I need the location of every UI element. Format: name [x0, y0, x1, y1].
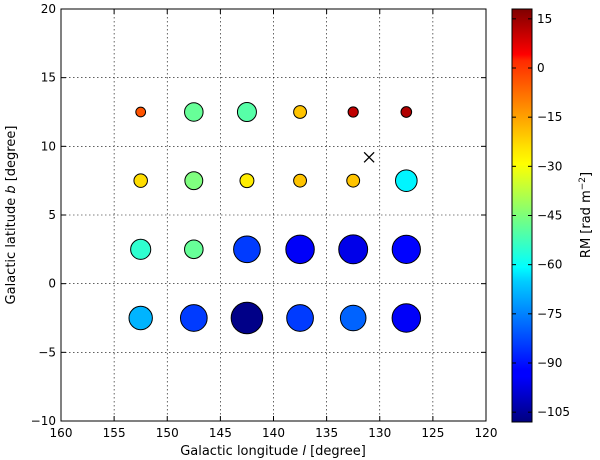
x-tick-label: 160: [50, 426, 73, 440]
y-axis-ticks: −10 −5 0 5 10 15 20: [31, 2, 486, 428]
rm-point: [233, 235, 261, 264]
rm-point: [184, 239, 204, 260]
rm-point: [128, 305, 153, 331]
x-tick-label: 155: [103, 426, 126, 440]
rm-point: [293, 105, 307, 119]
y-axis-label-unit: [degree]: [4, 126, 19, 182]
rm-point: [184, 171, 204, 191]
cross-marker: [363, 151, 375, 163]
rm-point: [133, 173, 148, 188]
x-axis-ticks: 160 155 150 145 140 135 130 125 120: [50, 9, 498, 440]
rm-point: [293, 173, 307, 188]
x-axis-label-unit: [degree]: [310, 444, 366, 459]
rm-point: [391, 303, 422, 333]
rm-point: [135, 106, 147, 118]
y-tick-label: 20: [41, 2, 56, 16]
y-axis-label: Galactic latitude b [degree]: [4, 126, 19, 305]
rm-point: [236, 102, 257, 122]
x-axis-label: Galactic longitude l [degree]: [180, 444, 366, 459]
colorbar-tick-label: 15: [537, 12, 552, 26]
colorbar-tick-label: −15: [537, 110, 562, 124]
y-tick-label: −10: [31, 414, 56, 428]
colorbar-tick-label: −90: [537, 356, 562, 370]
colorbar-label-close: ]: [579, 172, 594, 177]
colorbar-tick-label: −75: [537, 307, 562, 321]
rm-point: [179, 304, 208, 332]
rm-point: [394, 169, 418, 192]
plot-border: [60, 8, 487, 422]
colorbar-tick-label: −30: [537, 159, 562, 173]
rm-point: [230, 301, 264, 335]
x-axis-label-text: Galactic longitude: [180, 444, 298, 459]
rm-point: [339, 304, 367, 332]
x-tick-label: 125: [421, 426, 444, 440]
y-axis-label-text: Galactic latitude: [4, 198, 19, 305]
y-tick-label: 0: [48, 277, 56, 291]
rm-point: [391, 234, 421, 264]
rm-point: [184, 102, 204, 122]
x-tick-label: 150: [156, 426, 179, 440]
x-tick-label: 135: [315, 426, 338, 440]
y-tick-label: 10: [41, 139, 56, 153]
x-tick-label: 120: [475, 426, 498, 440]
y-tick-label: −5: [38, 345, 56, 359]
cross-stroke-b: [363, 151, 375, 163]
colorbar-tick-label: −60: [537, 258, 562, 272]
y-tick-label: 15: [41, 71, 56, 85]
rm-point: [338, 234, 369, 265]
colorbar-ticks: 15 0 −15 −30 −45 −60 −75 −90 −105: [512, 12, 570, 419]
colorbar-tick-label: −105: [537, 405, 570, 419]
rm-point: [400, 106, 413, 118]
colorbar-label-text: RM [rad m: [579, 190, 594, 258]
colorbar-tick-label: 0: [537, 61, 545, 75]
x-tick-label: 140: [262, 426, 285, 440]
rm-point: [130, 238, 152, 260]
rm-point: [285, 234, 315, 265]
rm-point: [286, 304, 314, 332]
colorbar-label-exponent: −2: [578, 177, 588, 190]
x-tick-label: 130: [368, 426, 391, 440]
colorbar-tick-label: −45: [537, 209, 562, 223]
rm-point: [346, 173, 361, 188]
colorbar-label: RM [rad m−2]: [578, 172, 594, 258]
rm-point: [239, 173, 255, 189]
y-tick-label: 5: [48, 208, 56, 222]
x-axis-label-symbol: l: [302, 444, 306, 459]
y-axis-label-symbol: b: [4, 185, 19, 193]
data-points: [128, 102, 422, 335]
x-tick-label: 145: [209, 426, 232, 440]
grid-lines: [61, 9, 486, 421]
rm-point: [347, 106, 359, 118]
